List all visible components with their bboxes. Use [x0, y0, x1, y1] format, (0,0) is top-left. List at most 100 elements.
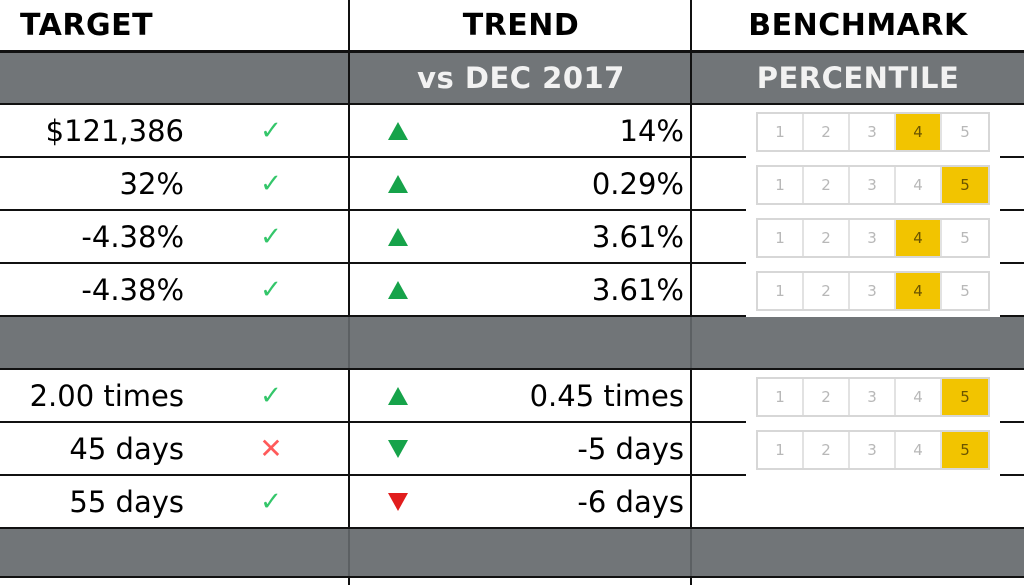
column-divider	[348, 211, 350, 262]
table-row: -4.38% ✓ 3.61% 1 2 3 4 5	[0, 211, 1024, 264]
percentile-box: 5	[960, 281, 970, 300]
header-row: TARGET TREND BENCHMARK	[0, 0, 1024, 53]
table-row: 2.00 times ✓ 0.45 times 1 2 3 4 5	[0, 370, 1024, 423]
column-divider	[348, 105, 350, 156]
target-value: 32%	[119, 166, 184, 201]
trend-value: -6 days	[577, 484, 684, 519]
column-divider	[690, 0, 692, 53]
column-divider	[348, 578, 350, 585]
percentile-box: 4	[896, 272, 942, 309]
subheader-row: vs DEC 2017 PERCENTILE	[0, 53, 1024, 105]
percentile-box: 4	[896, 378, 942, 415]
column-divider	[690, 53, 692, 105]
percentile-box: 3	[850, 378, 896, 415]
column-divider	[348, 158, 350, 209]
table-row: 55 days ✓ -6 days	[0, 476, 1024, 529]
percentile-box: 3	[850, 431, 896, 468]
percentile-box: 2	[804, 166, 850, 203]
target-header: TARGET	[20, 7, 154, 43]
trend-up-icon	[386, 264, 410, 315]
table-row: -4.38% ✓ 3.61% 1 2 3 4 5	[0, 264, 1024, 317]
percentile-box: 3	[850, 166, 896, 203]
percentile-box: 5	[960, 228, 970, 247]
trend-down-icon	[386, 476, 410, 527]
percentile-box: 3	[850, 272, 896, 309]
table-row: 45 days ✕ -5 days 1 2 3 4 5	[0, 423, 1024, 476]
trend-value: 14%	[619, 113, 684, 148]
target-value: 55 days	[69, 484, 184, 519]
column-divider	[690, 476, 692, 527]
trend-up-icon	[386, 105, 410, 156]
percentile-box: 3	[850, 113, 896, 150]
trend-value: 3.61%	[591, 272, 684, 307]
column-divider	[690, 158, 692, 209]
checkmark-icon: ✓	[260, 168, 282, 199]
column-divider	[690, 578, 692, 585]
percentile-box: 2	[804, 378, 850, 415]
trend-up-icon	[386, 158, 410, 209]
trend-up-icon	[386, 211, 410, 262]
column-divider	[690, 529, 692, 576]
percentile-box: 4	[896, 431, 942, 468]
checkmark-icon: ✓	[260, 221, 282, 252]
target-value: -4.38%	[81, 272, 184, 307]
column-divider	[690, 423, 692, 474]
column-divider	[348, 423, 350, 474]
trend-value: 3.61%	[591, 219, 684, 254]
percentile-box: 1	[758, 219, 804, 256]
table-row: $121,386 ✓ 14% 1 2 3 4 5	[0, 105, 1024, 158]
target-value: 45 days	[69, 431, 184, 466]
percentile-box: 4	[896, 219, 942, 256]
percentile-box: 3	[850, 219, 896, 256]
column-divider	[348, 0, 350, 53]
table-row: 32% ✓ 0.29% 1 2 3 4 5	[0, 158, 1024, 211]
percentile-box: 1	[758, 272, 804, 309]
benchmark-header: BENCHMARK	[748, 7, 968, 43]
column-divider	[690, 370, 692, 421]
percentile-box: 1	[758, 378, 804, 415]
percentile-box: 2	[804, 219, 850, 256]
trend-value: 0.45 times	[529, 378, 684, 413]
trend-value: -5 days	[577, 431, 684, 466]
section-separator-row	[0, 529, 1024, 578]
section-separator-row	[0, 317, 1024, 370]
trend-down-icon	[386, 423, 410, 474]
percentile-box: 2	[804, 431, 850, 468]
column-divider	[348, 529, 350, 576]
percentile-box: 1	[758, 113, 804, 150]
column-divider	[690, 211, 692, 262]
footer-row	[0, 578, 1024, 585]
column-divider	[348, 264, 350, 315]
benchmark-subheader: PERCENTILE	[756, 61, 960, 95]
checkmark-icon: ✓	[260, 380, 282, 411]
target-value: 2.00 times	[29, 378, 184, 413]
percentile-box: 5	[942, 431, 988, 468]
trend-subheader: vs DEC 2017	[417, 61, 625, 95]
column-divider	[348, 370, 350, 421]
column-divider	[690, 105, 692, 156]
checkmark-icon: ✓	[260, 486, 282, 517]
percentile-box: 1	[758, 431, 804, 468]
column-divider	[690, 317, 692, 368]
trend-header: TREND	[462, 7, 580, 43]
cross-icon: ✕	[259, 432, 283, 465]
percentile-box: 2	[804, 272, 850, 309]
percentile-box: 5	[960, 122, 970, 141]
trend-up-icon	[386, 370, 410, 421]
percentile-box: 4	[896, 166, 942, 203]
checkmark-icon: ✓	[260, 274, 282, 305]
percentile-box: 4	[896, 113, 942, 150]
percentile-box: 5	[942, 378, 988, 415]
